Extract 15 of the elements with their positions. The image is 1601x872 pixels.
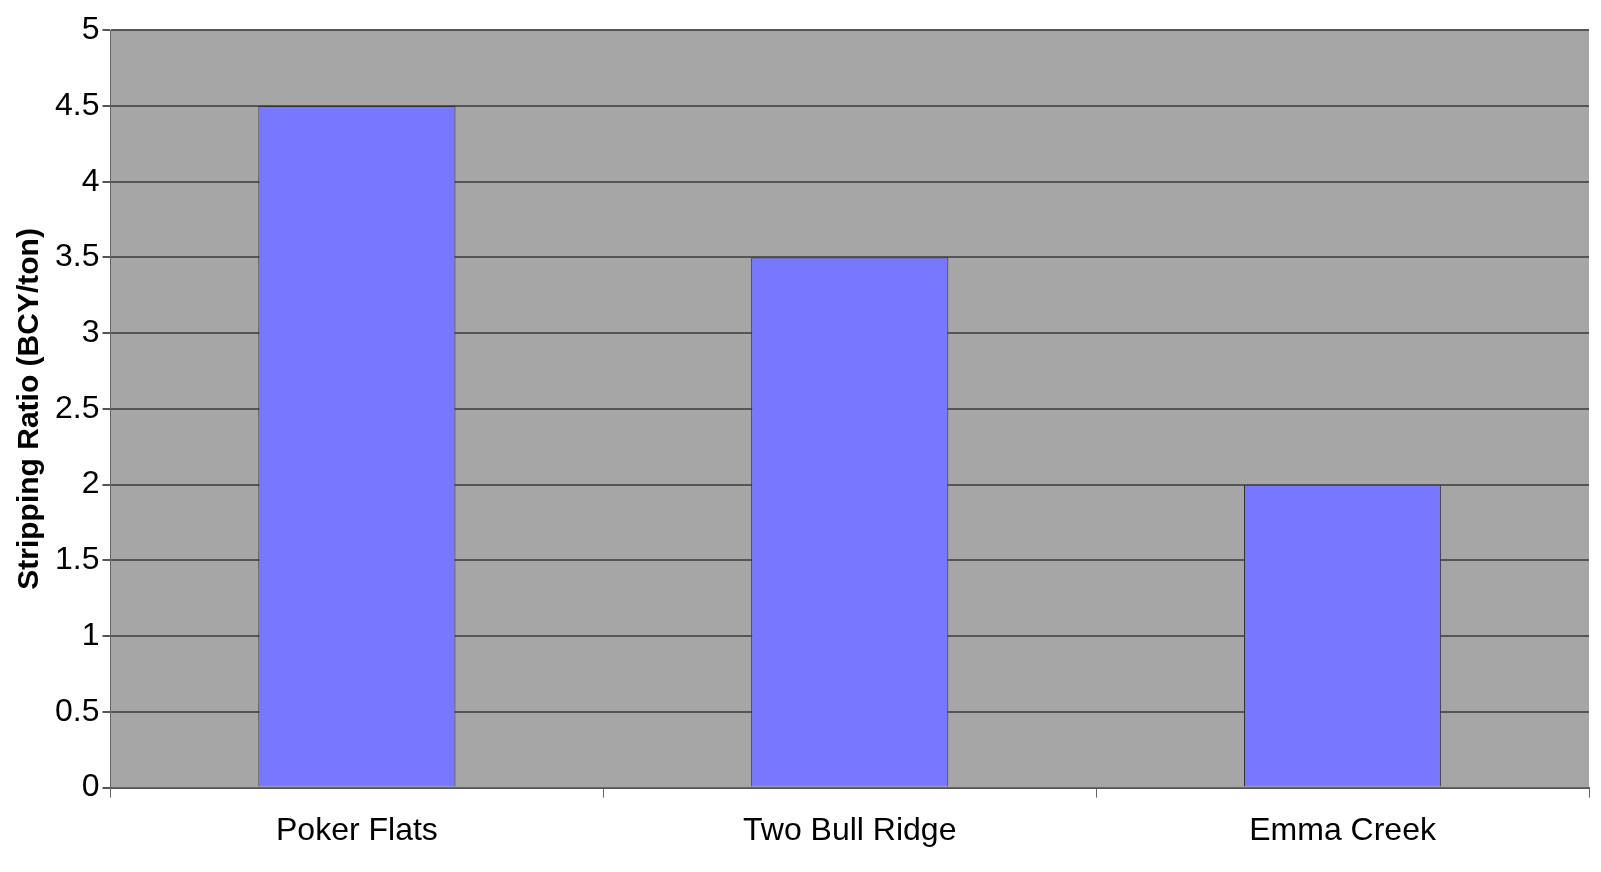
x-tick-label: Emma Creek xyxy=(1249,810,1437,847)
y-tick-label: 1.5 xyxy=(55,540,100,577)
x-tick-label: Two Bull Ridge xyxy=(743,810,957,847)
y-tick-label: 3 xyxy=(81,312,100,349)
y-tick-label: 4 xyxy=(81,161,100,198)
y-tick-label: 3.5 xyxy=(55,237,100,274)
x-tick-label: Poker Flats xyxy=(275,810,438,847)
y-tick-label: 0 xyxy=(81,767,100,804)
y-tick-label: 2 xyxy=(81,464,100,501)
y-tick-label: 0.5 xyxy=(55,691,100,728)
y-tick-label: 4.5 xyxy=(55,85,100,122)
y-tick-label: 2.5 xyxy=(55,388,100,425)
y-axis-title: Stripping Ratio (BCY/ton) xyxy=(11,228,45,590)
y-tick-label: 5 xyxy=(81,10,100,47)
y-tick-label: 1 xyxy=(81,615,100,652)
